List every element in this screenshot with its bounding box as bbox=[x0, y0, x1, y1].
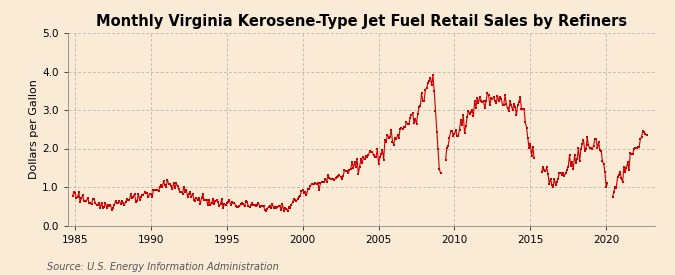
Y-axis label: Dollars per Gallon: Dollars per Gallon bbox=[29, 79, 39, 179]
Title: Monthly Virginia Kerosene-Type Jet Fuel Retail Sales by Refiners: Monthly Virginia Kerosene-Type Jet Fuel … bbox=[96, 14, 626, 29]
Text: Source: U.S. Energy Information Administration: Source: U.S. Energy Information Administ… bbox=[47, 262, 279, 272]
